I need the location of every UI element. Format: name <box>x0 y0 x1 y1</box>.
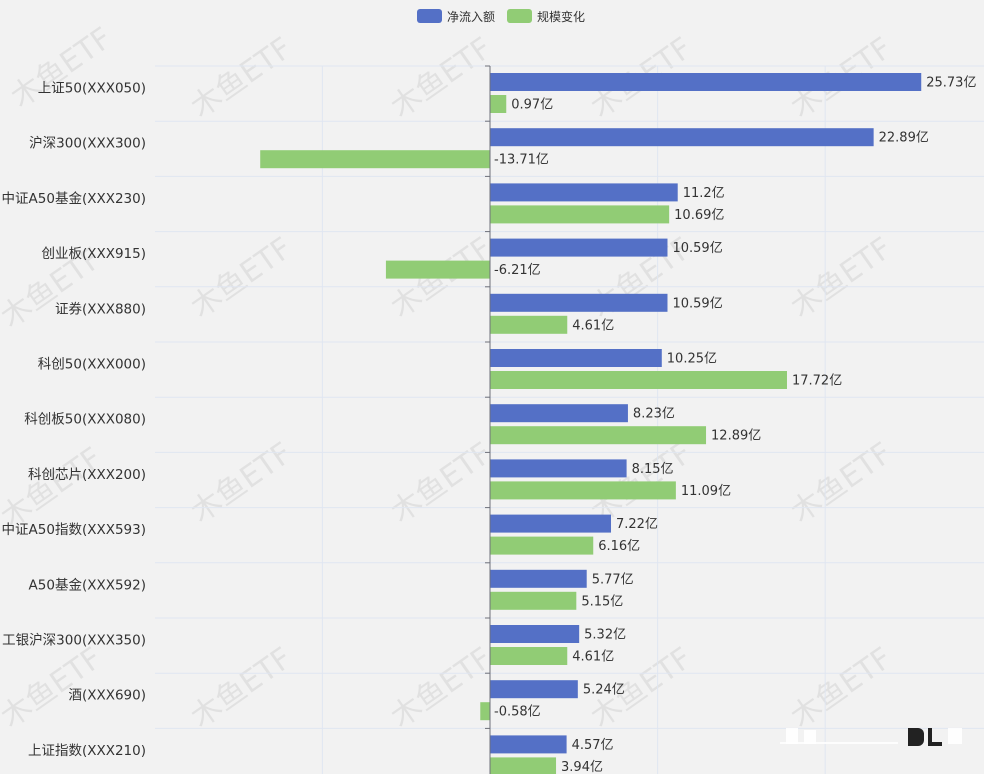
bar-net-inflow <box>490 293 668 312</box>
bar-net-inflow <box>490 128 874 147</box>
bar-net-inflow <box>490 349 662 367</box>
category-label: 中证A50基金(XXX230) <box>2 190 146 207</box>
bar-scale-change <box>385 260 490 279</box>
bar-scale-change <box>490 371 787 389</box>
bar-net-inflow <box>490 183 678 202</box>
category-label: 中证A50指数(XXX593) <box>2 522 146 538</box>
bar-scale-change <box>490 481 676 500</box>
axes <box>485 65 491 774</box>
category-label: 证券(XXX880) <box>55 301 146 317</box>
bars <box>260 73 922 774</box>
bar-net-inflow <box>490 514 612 533</box>
data-label-scale-change: -0.58亿 <box>494 705 541 720</box>
data-label-scale-change: -13.71亿 <box>494 153 549 168</box>
bar-scale-change <box>490 95 507 113</box>
bar-net-inflow <box>490 680 578 699</box>
legend-item-net-inflow[interactable]: 净流入额 <box>417 8 495 24</box>
bar-net-inflow <box>490 238 668 257</box>
data-label-net-inflow: 8.15亿 <box>632 462 674 477</box>
bar-net-inflow <box>490 73 922 91</box>
data-label-net-inflow: 10.59亿 <box>672 296 722 311</box>
data-label-net-inflow: 5.32亿 <box>584 628 626 643</box>
legend-swatch-scale-change <box>507 9 532 23</box>
bar-scale-change <box>490 647 568 665</box>
data-label-scale-change: 11.09亿 <box>681 484 731 499</box>
category-label: 工银沪深300(XXX350) <box>2 633 146 649</box>
data-label-scale-change: 12.89亿 <box>711 429 761 444</box>
category-label: 科创芯片(XXX200) <box>28 467 146 483</box>
bar-net-inflow <box>490 404 628 423</box>
data-label-net-inflow: 10.59亿 <box>672 241 722 256</box>
bar-net-inflow <box>490 569 587 588</box>
data-label-net-inflow: 5.24亿 <box>583 683 625 698</box>
bar-scale-change <box>490 757 557 774</box>
logo-graphic <box>780 728 962 746</box>
data-label-net-inflow: 11.2亿 <box>683 186 725 201</box>
grid-lines <box>155 65 984 774</box>
data-label-scale-change: 17.72亿 <box>792 374 842 389</box>
category-label: 创业板(XXX915) <box>41 246 146 262</box>
category-label: 酒(XXX690) <box>68 688 146 704</box>
data-label-scale-change: 4.61亿 <box>572 650 614 665</box>
data-label-scale-change: 5.15亿 <box>581 594 623 609</box>
data-label-scale-change: 4.61亿 <box>572 318 614 333</box>
data-label-scale-change: 0.97亿 <box>511 98 553 113</box>
data-label-net-inflow: 22.89亿 <box>879 131 929 146</box>
data-label-net-inflow: 8.23亿 <box>633 407 675 422</box>
bar-scale-change <box>480 702 490 721</box>
data-label-scale-change: 3.94亿 <box>561 760 603 774</box>
category-label: 沪深300(XXX300) <box>29 136 146 152</box>
bar-net-inflow <box>490 625 580 643</box>
bar-scale-change <box>490 205 670 224</box>
category-label: 上证指数(XXX210) <box>28 743 146 759</box>
category-label: A50基金(XXX592) <box>29 576 146 593</box>
legend: 净流入额 规模变化 <box>0 8 984 26</box>
data-label-scale-change: -6.21亿 <box>494 263 541 278</box>
data-label-net-inflow: 10.25亿 <box>667 352 717 367</box>
bar-scale-change <box>490 315 568 334</box>
bar-scale-change <box>490 536 594 555</box>
bar-net-inflow <box>490 735 567 754</box>
data-label-scale-change: 6.16亿 <box>598 539 640 554</box>
data-label-net-inflow: 4.57亿 <box>572 738 614 753</box>
legend-swatch-net-inflow <box>417 9 442 23</box>
bar-scale-change <box>260 150 490 169</box>
legend-item-scale-change[interactable]: 规模变化 <box>507 8 585 24</box>
data-label-net-inflow: 25.73亿 <box>926 76 976 91</box>
category-label: 科创50(XXX000) <box>38 357 146 373</box>
bar-scale-change <box>490 426 707 445</box>
data-label-net-inflow: 5.77亿 <box>592 572 634 587</box>
bar-scale-change <box>490 591 577 610</box>
corner-logo <box>780 722 970 752</box>
bar-net-inflow <box>490 459 627 478</box>
legend-label-net-inflow: 净流入额 <box>447 9 496 24</box>
data-label-net-inflow: 7.22亿 <box>616 517 658 532</box>
category-label: 上证50(XXX050) <box>38 81 146 97</box>
data-label-scale-change: 10.69亿 <box>674 208 724 223</box>
legend-label-scale-change: 规模变化 <box>537 9 586 24</box>
category-label: 科创板50(XXX080) <box>24 412 146 428</box>
